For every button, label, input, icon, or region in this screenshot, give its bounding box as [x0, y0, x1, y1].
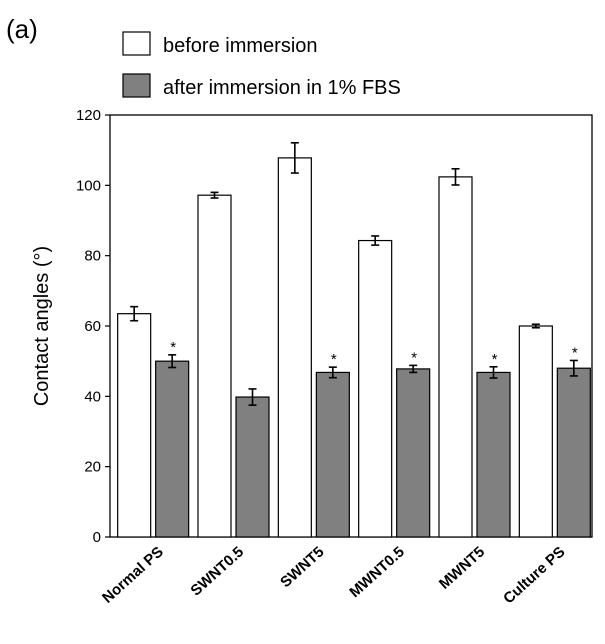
bar — [518, 325, 553, 538]
bar — [155, 360, 190, 538]
significance-marker: * — [331, 351, 337, 368]
bar — [277, 157, 312, 538]
bar — [117, 313, 152, 538]
plot-area: 0 20 40 60 80 100 120 * Normal PS SWNT0.5 * SWNT5 * M… — [76, 107, 593, 607]
legend-swatch-before — [122, 31, 151, 56]
bar — [235, 396, 270, 538]
bar — [358, 239, 393, 538]
y-tick-label: 60 — [84, 318, 101, 335]
significance-marker: * — [572, 344, 578, 361]
bar — [315, 371, 350, 538]
y-tick-label: 80 — [84, 248, 101, 265]
bar — [396, 368, 431, 538]
significance-marker: * — [411, 349, 417, 366]
significance-marker: * — [492, 351, 498, 368]
legend: before immersion after immersion in 1% F… — [122, 31, 401, 99]
y-tick-label: 40 — [84, 388, 101, 405]
bar — [556, 367, 591, 538]
legend-label-before: before immersion — [163, 35, 318, 57]
x-category-label: SWNT5 — [277, 543, 327, 591]
bar — [438, 176, 473, 538]
x-category-label: Culture PS — [500, 543, 568, 607]
legend-swatch-after — [122, 73, 151, 98]
bar — [197, 194, 232, 538]
x-category-label: SWNT0.5 — [187, 543, 247, 599]
x-category-label: MWNT0.5 — [346, 543, 408, 601]
x-category-label: Normal PS — [99, 543, 167, 606]
panel-label: (a) — [6, 14, 38, 44]
y-axis-label: Contact angles (°) — [31, 246, 53, 406]
significance-marker: * — [170, 339, 176, 356]
y-tick-label: 20 — [84, 459, 101, 476]
x-category-label: MWNT5 — [436, 543, 488, 592]
bar — [476, 371, 511, 538]
y-tick-label: 120 — [76, 107, 101, 124]
y-tick-label: 100 — [76, 177, 101, 194]
y-tick-label: 0 — [93, 529, 101, 546]
legend-label-after: after immersion in 1% FBS — [163, 77, 401, 99]
